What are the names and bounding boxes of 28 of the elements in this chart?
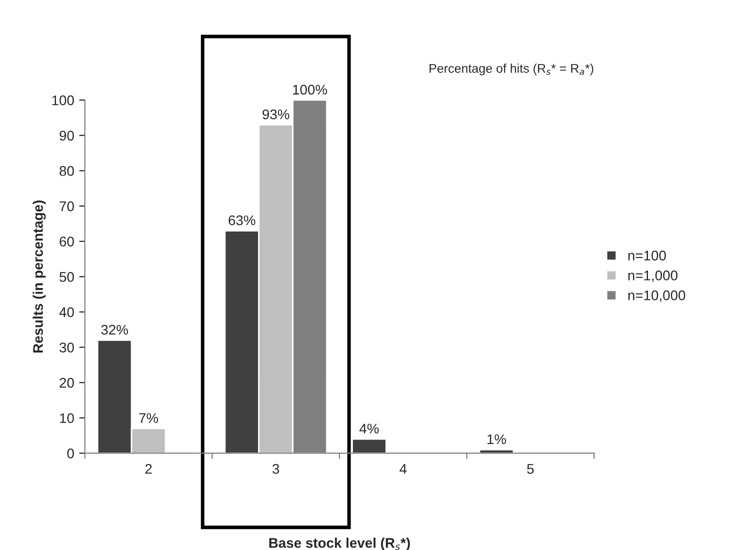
x-tick-label: 4 — [400, 464, 407, 474]
y-tick-label: 50 — [60, 272, 74, 282]
y-tick-label: 40 — [59, 307, 74, 318]
data-label: 7% — [139, 413, 158, 423]
data-label: 1% — [488, 434, 506, 444]
y-axis-title: Results (in percentage) — [32, 200, 46, 353]
data-label: 100% — [293, 84, 328, 95]
y-tick-label: 100 — [52, 95, 74, 106]
y-tick-label: 70 — [60, 201, 74, 212]
y-tick-label: 0 — [67, 448, 74, 458]
legend-label: n=100 — [628, 250, 666, 260]
x-tick-label: 3 — [272, 464, 280, 474]
legend-label: n=10,000 — [628, 290, 686, 302]
data-label: 32% — [101, 324, 128, 335]
data-label: 63% — [228, 215, 256, 226]
y-tick-label: 90 — [60, 130, 74, 141]
x-tick-label: 5 — [527, 464, 534, 474]
data-label: 93% — [262, 109, 290, 120]
x-tick-label: 2 — [145, 464, 152, 474]
text: Percentage of hits (R$_{s}$* = R$_{a}$*) — [430, 64, 594, 76]
bar — [352, 438, 387, 454]
y-tick-label: 20 — [60, 378, 74, 388]
legend-label: n=1,000 — [628, 270, 678, 282]
y-tick-label: 80 — [60, 166, 74, 176]
y-tick-label: 10 — [60, 413, 74, 424]
data-label: 4% — [359, 424, 379, 434]
y-tick-label: 30 — [60, 342, 74, 352]
y-tick-label: 60 — [60, 236, 74, 247]
